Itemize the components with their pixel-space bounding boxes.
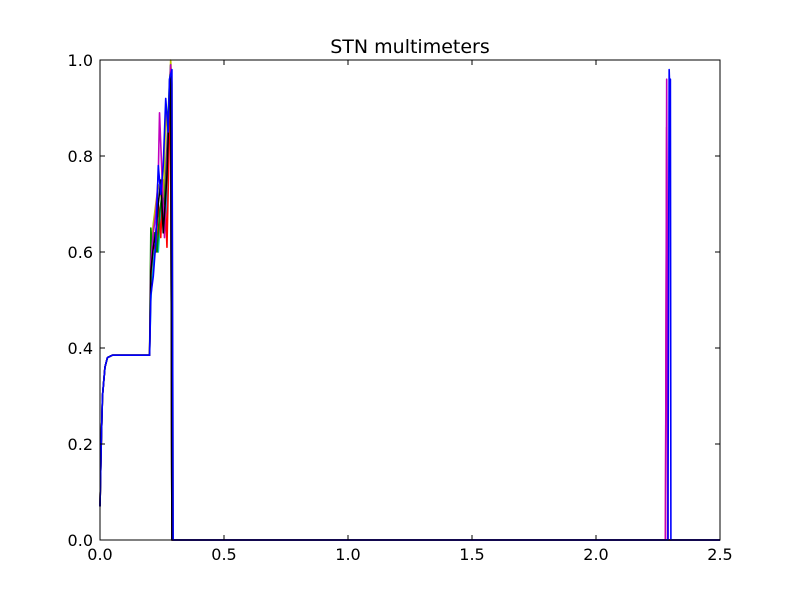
y-tick-label: 0.6	[68, 243, 93, 262]
y-tick-label: 0.4	[68, 339, 93, 358]
y-tick-label: 1.0	[68, 51, 93, 70]
series-line-7	[99, 68, 720, 541]
tick-layer: 0.0 0.5 1.0 1.5 2.0 2.5 0.0 0.2 0.4 0.6 0.8 1.0	[68, 51, 733, 564]
x-tick-label: 1.0	[335, 545, 360, 564]
x-tick-label: 2.5	[707, 545, 732, 564]
y-tick-label: 0.0	[68, 531, 93, 550]
y-tick-label: 0.8	[68, 147, 93, 166]
y-tick-label: 0.2	[68, 435, 93, 454]
x-tick-label: 2.0	[583, 545, 608, 564]
x-tick-label: 1.5	[459, 545, 484, 564]
chart-title: STN multimeters	[330, 36, 490, 58]
x-tick-label: 0.5	[211, 545, 236, 564]
series-layer	[99, 59, 720, 541]
x-tick-label: 0.0	[87, 545, 112, 564]
plot-frame	[99, 59, 721, 541]
